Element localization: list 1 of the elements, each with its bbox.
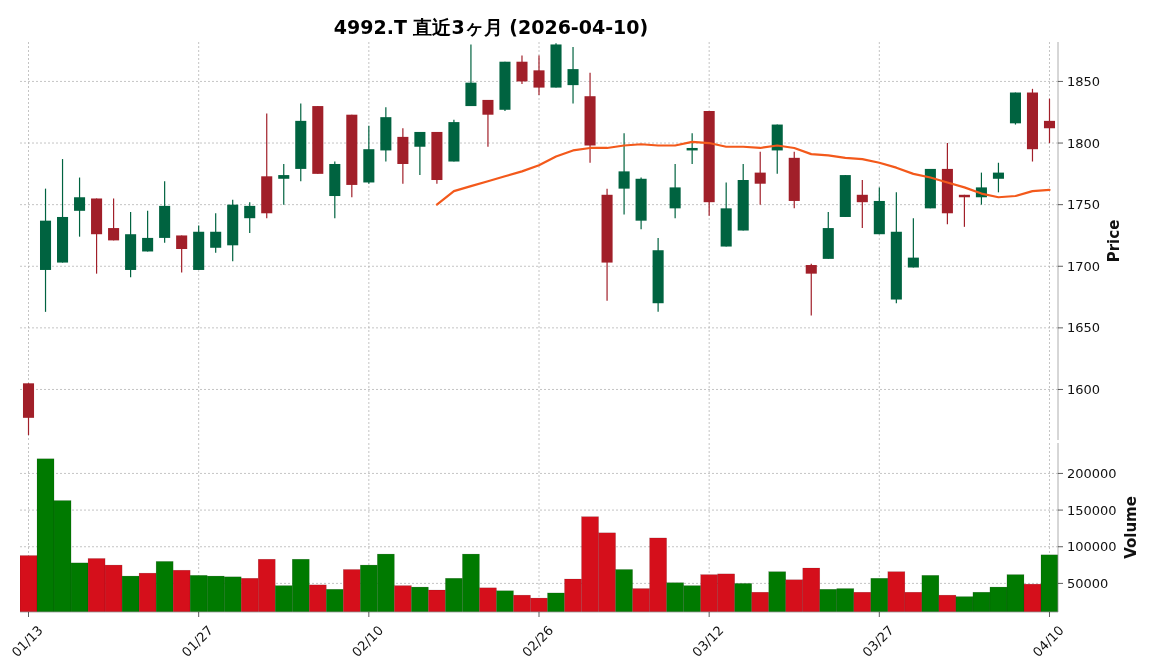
title: 4992.T 直近3ヶ月 (2026-04-10) — [333, 16, 649, 38]
